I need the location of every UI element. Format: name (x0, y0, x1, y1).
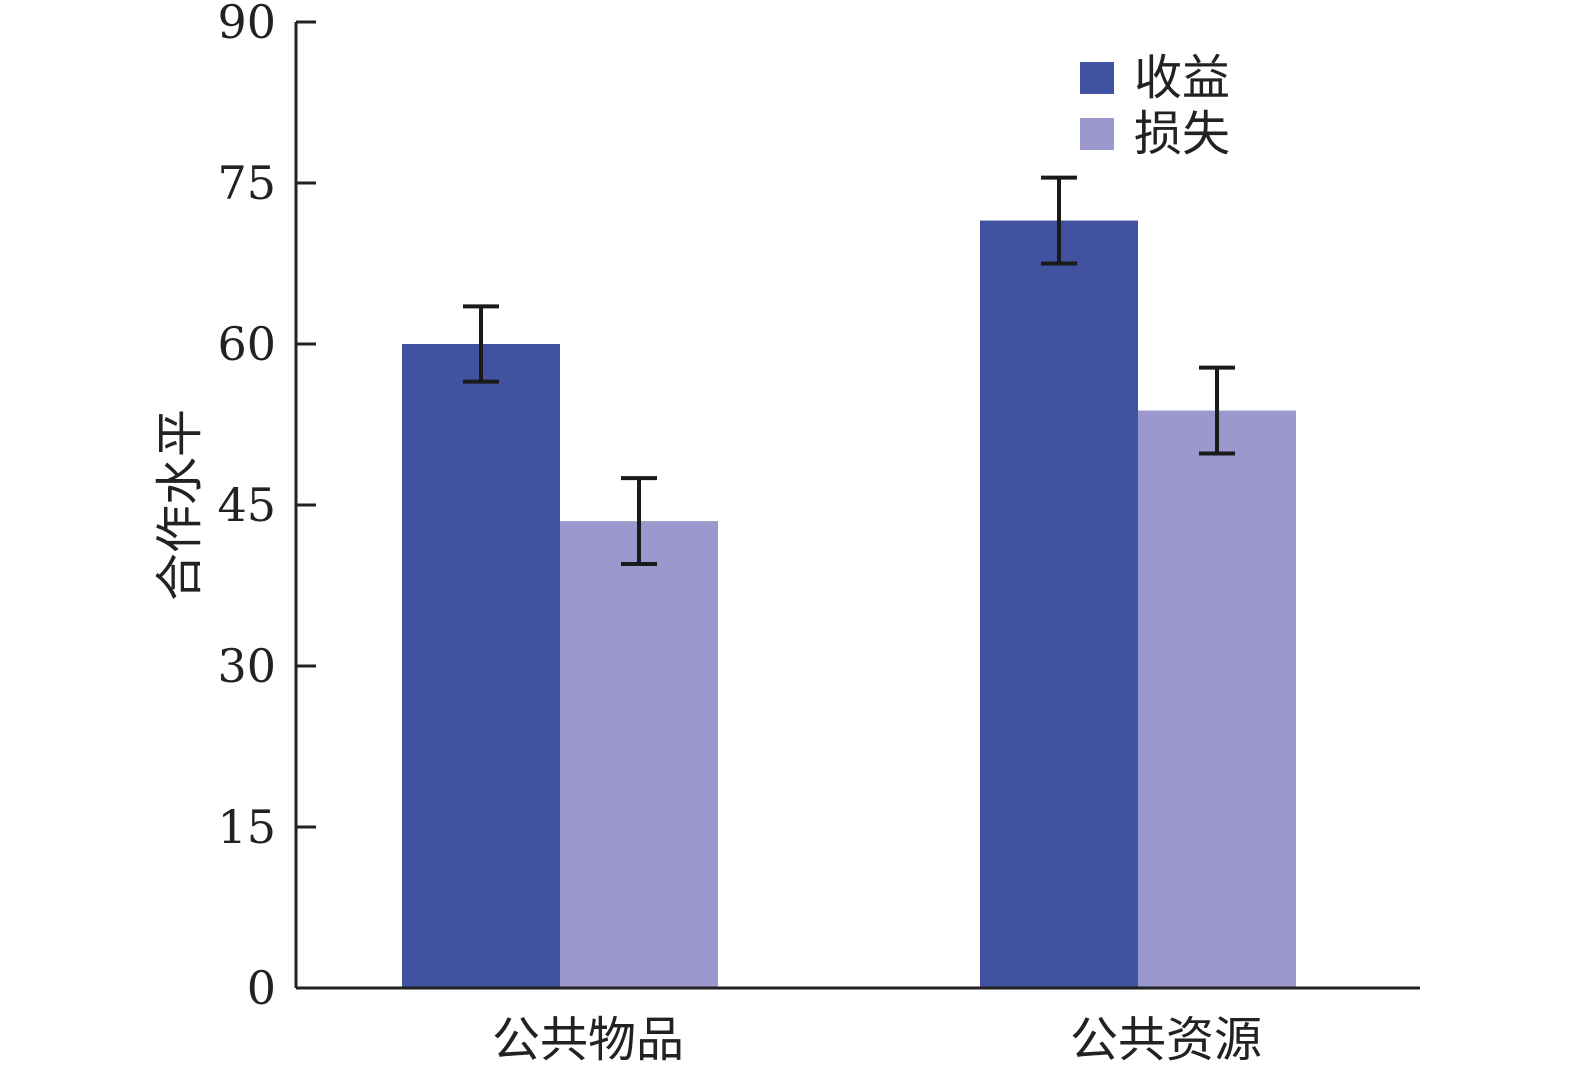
bar (980, 220, 1138, 989)
legend-label: 收益 (1134, 50, 1230, 106)
legend-label: 损失 (1134, 106, 1230, 162)
bar (1138, 410, 1296, 989)
y-tick-label: 30 (217, 639, 276, 693)
category-label: 公共资源 (1070, 1012, 1262, 1068)
y-tick-label: 75 (217, 156, 276, 210)
bar (402, 344, 560, 988)
y-tick-label: 90 (217, 0, 276, 49)
y-axis-ticks: 0 15 30 45 60 75 90 (217, 0, 316, 1015)
y-tick-label: 45 (217, 478, 276, 532)
category-labels: 公共物品 公共资源 (492, 1012, 1262, 1068)
y-tick-label: 0 (247, 961, 276, 1015)
error-bars (463, 175, 1235, 567)
category-label: 公共物品 (492, 1012, 684, 1068)
legend-swatch (1080, 62, 1114, 94)
legend-swatch (1080, 118, 1114, 150)
y-tick-label: 15 (217, 800, 276, 854)
bar (560, 521, 718, 988)
y-axis-label: 合作水平 (152, 409, 208, 601)
bars (402, 220, 1296, 989)
y-tick-label: 60 (217, 317, 276, 371)
